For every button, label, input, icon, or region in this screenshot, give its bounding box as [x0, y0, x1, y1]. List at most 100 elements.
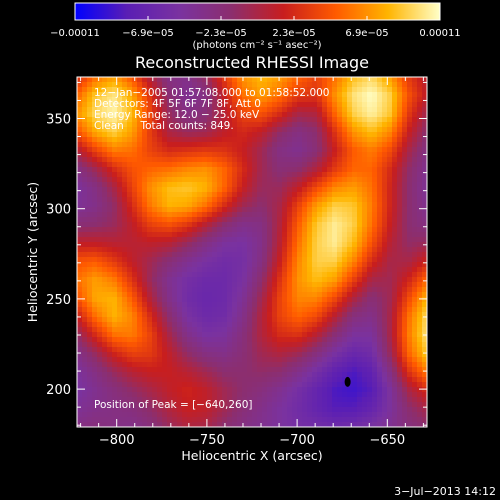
heatmap-cell: [92, 242, 98, 248]
heatmap-cell: [247, 272, 253, 278]
heatmap-cell: [117, 272, 123, 278]
heatmap-cell: [77, 347, 83, 353]
heatmap-cell: [417, 357, 423, 363]
heatmap-cell: [367, 212, 373, 218]
heatmap-cell: [347, 197, 353, 203]
heatmap-cell: [202, 382, 208, 388]
heatmap-cell: [277, 237, 283, 243]
heatmap-cell: [302, 222, 308, 228]
heatmap-cell: [202, 77, 208, 83]
heatmap-cell: [237, 417, 243, 423]
heatmap-cell: [302, 382, 308, 388]
heatmap-cell: [232, 347, 238, 353]
heatmap-cell: [382, 122, 388, 128]
heatmap-cell: [107, 132, 113, 138]
heatmap-cell: [262, 302, 268, 308]
heatmap-cell: [137, 417, 143, 423]
heatmap-cell: [82, 327, 88, 333]
heatmap-cell: [247, 137, 253, 143]
heatmap-cell: [412, 387, 418, 393]
heatmap-cell: [87, 177, 93, 183]
heatmap-cell: [297, 222, 303, 228]
heatmap-cell: [257, 307, 263, 313]
heatmap-cell: [292, 182, 298, 188]
heatmap-cell: [312, 362, 318, 368]
heatmap-cell: [132, 197, 138, 203]
heatmap-cell: [112, 132, 118, 138]
heatmap-cell: [422, 322, 427, 328]
heatmap-cell: [87, 207, 93, 213]
heatmap-cell: [177, 287, 183, 293]
heatmap-cell: [217, 147, 223, 153]
heatmap-cell: [182, 247, 188, 253]
heatmap-cell: [222, 92, 228, 98]
heatmap-cell: [222, 297, 228, 303]
heatmap-cell: [372, 107, 378, 113]
heatmap-cell: [262, 282, 268, 288]
heatmap-cell: [322, 387, 328, 393]
heatmap-cell: [252, 277, 258, 283]
heatmap-cell: [92, 402, 98, 408]
heatmap-cell: [177, 97, 183, 103]
heatmap-cell: [242, 247, 248, 253]
heatmap-cell: [267, 412, 273, 418]
heatmap-cell: [317, 297, 323, 303]
heatmap-cell: [372, 97, 378, 103]
heatmap-cell: [257, 412, 263, 418]
heatmap-cell: [212, 272, 218, 278]
heatmap-cell: [292, 347, 298, 353]
heatmap-cell: [417, 327, 423, 333]
heatmap-cell: [317, 247, 323, 253]
heatmap-cell: [167, 387, 173, 393]
heatmap-cell: [97, 407, 103, 413]
heatmap-cell: [237, 237, 243, 243]
heatmap-cell: [332, 292, 338, 298]
heatmap-cell: [407, 362, 413, 368]
heatmap-cell: [377, 107, 383, 113]
heatmap-cell: [287, 292, 293, 298]
heatmap-cell: [77, 137, 83, 143]
heatmap-cell: [87, 142, 93, 148]
heatmap-cell: [87, 377, 93, 383]
heatmap-cell: [252, 257, 258, 263]
heatmap-cell: [362, 127, 368, 133]
heatmap-cell: [382, 287, 388, 293]
heatmap-cell: [247, 142, 253, 148]
heatmap-cell: [332, 107, 338, 113]
heatmap-cell: [117, 202, 123, 208]
heatmap-cell: [242, 112, 248, 118]
heatmap-cell: [367, 217, 373, 223]
heatmap-cell: [267, 122, 273, 128]
heatmap-cell: [362, 242, 368, 248]
heatmap-cell: [237, 142, 243, 148]
heatmap-cell: [222, 282, 228, 288]
heatmap-cell: [117, 277, 123, 283]
heatmap-cell: [387, 362, 393, 368]
heatmap-cell: [317, 337, 323, 343]
heatmap-cell: [262, 122, 268, 128]
heatmap-cell: [102, 217, 108, 223]
heatmap-cell: [82, 182, 88, 188]
heatmap-cell: [257, 257, 263, 263]
heatmap-cell: [322, 182, 328, 188]
heatmap-cell: [292, 207, 298, 213]
heatmap-cell: [212, 202, 218, 208]
heatmap-cell: [227, 282, 233, 288]
heatmap-cell: [112, 97, 118, 103]
heatmap-cell: [257, 187, 263, 193]
heatmap-cell: [312, 402, 318, 408]
heatmap-cell: [347, 337, 353, 343]
heatmap-cell: [192, 362, 198, 368]
heatmap-cell: [247, 337, 253, 343]
heatmap-cell: [242, 377, 248, 383]
heatmap-cell: [402, 127, 408, 133]
heatmap-cell: [372, 152, 378, 158]
heatmap-cell: [277, 387, 283, 393]
heatmap-cell: [227, 407, 233, 413]
x-axis-ticks: −800 −750 −700 −650: [80, 77, 424, 448]
heatmap-cell: [177, 422, 183, 427]
heatmap-cell: [152, 192, 158, 198]
heatmap-cell: [292, 262, 298, 268]
heatmap-cell: [97, 377, 103, 383]
heatmap-cell: [417, 257, 423, 263]
